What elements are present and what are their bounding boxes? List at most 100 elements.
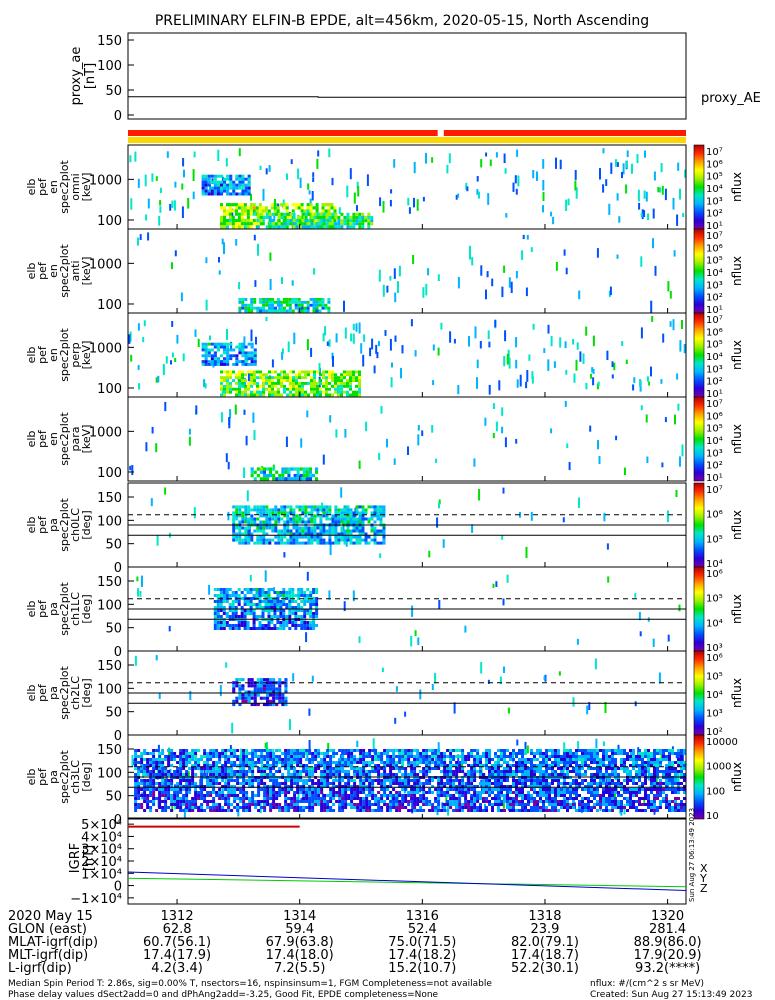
flux-cell [326, 770, 330, 773]
flux-cell [213, 600, 217, 603]
flux-cell [250, 357, 254, 361]
flux-cell [343, 215, 347, 219]
flux-cell [274, 505, 278, 509]
flux-cell [308, 803, 312, 806]
flux-cell [234, 627, 238, 630]
flux-cell [223, 393, 226, 397]
flux-cell [446, 788, 450, 791]
flux-cell [437, 800, 441, 803]
flux-cell [285, 215, 289, 219]
flux-cell [416, 809, 420, 812]
flux-cell [358, 384, 361, 388]
flux-cell [188, 755, 192, 758]
flux-speck [176, 334, 179, 344]
flux-cell [410, 794, 414, 797]
flux-cell [310, 382, 313, 385]
flux-speck [645, 414, 648, 423]
flux-cell [310, 505, 314, 509]
flux-cell [431, 785, 435, 788]
flux-cell [485, 806, 488, 809]
flux-cell [226, 174, 230, 178]
flux-cell [271, 309, 274, 313]
flux-cell [245, 764, 249, 767]
flux-cell [216, 612, 220, 615]
flux-cell [210, 342, 214, 346]
flux-speck [369, 347, 372, 357]
flux-cell [230, 779, 234, 782]
flux-speck [355, 323, 358, 332]
flux-speck [395, 686, 398, 692]
flux-cell [191, 770, 195, 773]
flux-cell [301, 225, 305, 229]
flux-speck [324, 326, 327, 336]
flux-speck [565, 199, 568, 211]
flux-cell [314, 791, 318, 794]
flux-speck [682, 212, 685, 217]
flux-cell [204, 183, 208, 187]
flux-cell [482, 779, 485, 782]
flux-cell [232, 517, 236, 521]
flux-cell [241, 306, 245, 310]
flux-cell [331, 212, 335, 216]
flux-cell [413, 767, 417, 770]
flux-cell [473, 785, 477, 788]
flux-cell [223, 180, 227, 184]
flux-cell [259, 470, 263, 474]
flux-cell [473, 764, 477, 767]
flux-cell [325, 382, 328, 385]
flux-cell [311, 794, 315, 797]
flux-cell [464, 773, 468, 776]
flux-speck [188, 436, 191, 446]
flux-cell [315, 467, 319, 471]
flux-cell [503, 779, 506, 782]
flux-speck [171, 321, 174, 327]
flux-cell [256, 526, 260, 530]
flux-cell [235, 373, 238, 377]
flux-speck [372, 738, 375, 749]
flux-speck [515, 188, 518, 195]
flux-cell [227, 779, 231, 782]
flux-cell [212, 785, 216, 788]
flux-cell [241, 693, 245, 697]
flux-cell [250, 303, 254, 307]
flux-speck [329, 543, 332, 556]
flux-speck [531, 371, 534, 380]
flux-cell [266, 761, 270, 764]
flux-cell [491, 782, 494, 785]
flux-cell [158, 761, 162, 764]
flux-cell [299, 779, 303, 782]
flux-cell [503, 794, 506, 797]
flux-cell [238, 351, 242, 355]
flux-cell [230, 773, 234, 776]
flux-speck [300, 438, 303, 448]
flux-cell [134, 806, 138, 809]
flux-cell [244, 384, 247, 388]
flux-speck [657, 187, 660, 193]
flux-cell [301, 520, 305, 524]
flux-cell [353, 806, 357, 809]
flux-cell [244, 517, 248, 521]
flux-speck [389, 338, 392, 351]
flux-cell [264, 603, 268, 606]
flux-cell [235, 535, 239, 539]
flux-cell [337, 517, 341, 521]
flux-cell [280, 376, 283, 380]
flux-cell [401, 767, 405, 770]
ytick-label: 100 [97, 298, 122, 313]
panel-ylabel: para [69, 427, 82, 452]
flux-cell [216, 600, 220, 603]
flux-speck [192, 191, 195, 200]
flux-cell [253, 684, 257, 688]
flux-cell [244, 192, 248, 196]
flux-speck [562, 517, 565, 523]
flux-cell [219, 600, 223, 603]
flux-cell [416, 788, 420, 791]
flux-cell [191, 800, 195, 803]
flux-cell [452, 773, 456, 776]
flux-cell [324, 218, 328, 223]
flux-cell [161, 794, 165, 797]
flux-cell [295, 382, 298, 385]
flux-cell [296, 467, 300, 471]
flux-cell [194, 806, 198, 809]
